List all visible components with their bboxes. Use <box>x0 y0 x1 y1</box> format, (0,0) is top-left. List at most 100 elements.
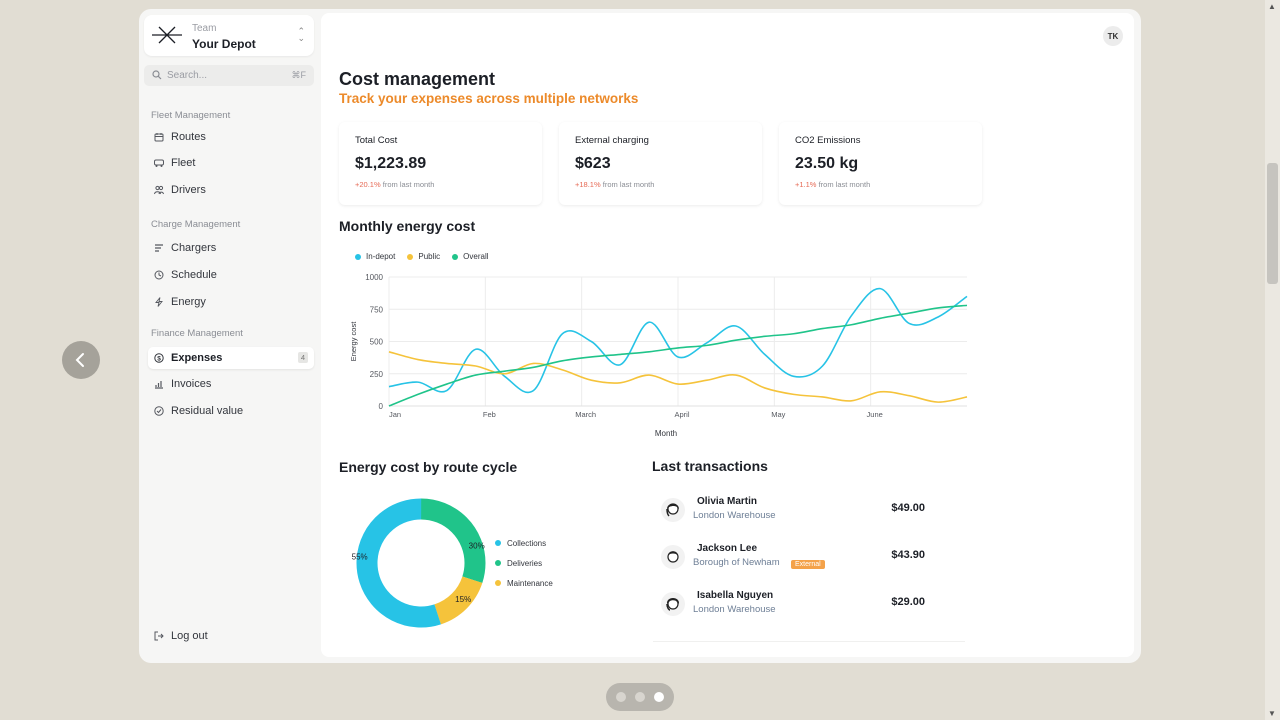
legend-item-maintenance: Maintenance <box>495 573 553 593</box>
legend-label: Overall <box>463 252 489 261</box>
sidebar-item-label: Energy <box>171 296 206 308</box>
series-line-in-depot <box>388 287 968 394</box>
legend-item-overall: Overall <box>452 252 489 261</box>
sidebar-item-label: Drivers <box>171 184 206 196</box>
clock-icon <box>154 270 164 280</box>
users-icon <box>154 185 164 195</box>
legend-label: Deliveries <box>507 558 543 568</box>
legend-swatch <box>495 540 501 546</box>
x-tick-label: April <box>674 410 689 419</box>
sidebar-item-label: Chargers <box>171 242 217 254</box>
legend-swatch <box>355 253 361 260</box>
expenses-count-badge: 4 <box>297 352 308 363</box>
search-box[interactable]: Search... ⌘F <box>144 65 314 86</box>
stat-delta-percent: +18.1% <box>575 180 601 189</box>
y-axis-label: Energy cost <box>349 321 358 362</box>
stat-delta-text: from last month <box>382 180 435 189</box>
sidebar-item-drivers[interactable]: Drivers <box>148 179 314 201</box>
stat-delta-text: from last month <box>818 180 871 189</box>
x-tick-label: March <box>575 410 596 419</box>
legend-item-deliveries: Deliveries <box>495 553 553 573</box>
transaction-amount: $43.90 <box>891 549 925 561</box>
main-panel: TK Cost management Track your expenses a… <box>321 13 1134 657</box>
legend-label: Public <box>418 252 441 261</box>
section-finance-management: Finance Management <box>151 328 243 339</box>
sidebar-item-expenses[interactable]: $ Expenses 4 <box>148 347 314 369</box>
legend-swatch <box>495 580 501 586</box>
logout-button[interactable]: Log out <box>148 625 314 647</box>
sidebar-item-schedule[interactable]: Schedule <box>148 264 314 286</box>
scroll-down-icon[interactable]: ▼ <box>1268 709 1276 718</box>
sidebar-item-label: Fleet <box>171 157 196 169</box>
stat-delta: +20.1% from last month <box>355 180 434 189</box>
donut-chart-title: Energy cost by route cycle <box>339 459 518 475</box>
logout-label: Log out <box>171 630 208 642</box>
transaction-amount: $49.00 <box>891 502 925 514</box>
stat-delta-percent: +1.1% <box>795 180 817 189</box>
sidebar-item-label: Expenses <box>171 352 223 364</box>
sidebar-item-residual-value[interactable]: Residual value <box>148 400 314 422</box>
calendar-icon <box>154 132 164 142</box>
previous-slide-button[interactable] <box>62 341 100 379</box>
app-window: Team Your Depot ⌃ ⌄ Search... ⌘F Fleet Ma… <box>139 9 1141 663</box>
sidebar-item-energy[interactable]: Energy <box>148 291 314 313</box>
series-line-public <box>388 351 968 403</box>
stat-value: 23.50 kg <box>795 155 859 172</box>
chevron-up-down-icon: ⌃ ⌄ <box>297 26 305 43</box>
stat-delta-text: from last month <box>602 180 655 189</box>
sidebar-item-routes[interactable]: Routes <box>148 126 314 148</box>
route-cycle-donut-chart: 55% 30% 15% <box>352 498 486 628</box>
person-avatar-icon <box>667 551 679 563</box>
team-switcher[interactable]: Team Your Depot ⌃ ⌄ <box>144 15 314 56</box>
transaction-row[interactable]: Jackson Lee Borough of Newham External $… <box>661 541 961 581</box>
sidebar-item-invoices[interactable]: Invoices <box>148 373 314 395</box>
legend-label: Collections <box>507 538 547 548</box>
avatar <box>661 498 685 522</box>
stat-delta-percent: +20.1% <box>355 180 381 189</box>
donut-legend: Collections Deliveries Maintenance <box>495 533 553 593</box>
donut-data-label: 55% <box>352 552 368 561</box>
external-badge: External <box>791 560 825 569</box>
sidebar-item-chargers[interactable]: Chargers <box>148 237 314 259</box>
donut-data-label: 30% <box>469 541 485 550</box>
transaction-location: Borough of Newham <box>693 557 780 568</box>
page-subtitle: Track your expenses across multiple netw… <box>339 91 639 106</box>
search-input[interactable]: Search... <box>167 70 208 81</box>
scroll-up-icon[interactable]: ▲ <box>1268 2 1276 11</box>
transaction-name: Olivia Martin <box>697 496 758 507</box>
scroll-thumb[interactable] <box>1267 163 1278 284</box>
bolt-icon <box>154 297 164 307</box>
y-tick-label: 500 <box>370 338 384 347</box>
bus-icon <box>154 158 164 168</box>
pager-dot-1[interactable] <box>616 692 626 702</box>
sidebar-item-label: Invoices <box>171 378 212 390</box>
search-shortcut: ⌘F <box>291 70 307 80</box>
pager-dot-2[interactable] <box>635 692 645 702</box>
transaction-name: Jackson Lee <box>697 543 758 554</box>
sidebar-item-fleet[interactable]: Fleet <box>148 152 314 174</box>
transaction-amount: $29.00 <box>891 596 925 608</box>
divider <box>653 641 965 642</box>
legend-item-public: Public <box>407 252 440 261</box>
check-circle-icon <box>154 406 164 416</box>
legend-label: In-depot <box>366 252 396 261</box>
section-fleet-management: Fleet Management <box>151 110 231 121</box>
page-title: Cost management <box>339 69 496 89</box>
sidebar-item-label: Routes <box>171 131 206 143</box>
logout-icon <box>154 631 164 641</box>
stat-card-total-cost: Total Cost $1,223.89 +20.1% from last mo… <box>339 122 542 205</box>
transaction-row[interactable]: Isabella Nguyen London Warehouse $29.00 <box>661 588 961 628</box>
x-tick-label: Feb <box>483 410 496 419</box>
legend-swatch <box>452 253 459 260</box>
stat-card-external-charging: External charging $623 +18.1% from last … <box>559 122 762 205</box>
y-tick-label: 1000 <box>365 273 383 282</box>
section-charge-management: Charge Management <box>151 219 241 230</box>
series-line-overall <box>388 304 968 407</box>
x-tick-label: May <box>771 410 785 419</box>
pager-dot-3[interactable] <box>654 692 664 702</box>
sidebar-item-label: Residual value <box>171 405 244 417</box>
page-scrollbar[interactable]: ▲ ▼ <box>1265 0 1280 720</box>
stat-delta: +18.1% from last month <box>575 180 654 189</box>
transaction-row[interactable]: Olivia Martin London Warehouse $49.00 <box>661 494 961 534</box>
user-avatar[interactable]: TK <box>1103 26 1123 46</box>
